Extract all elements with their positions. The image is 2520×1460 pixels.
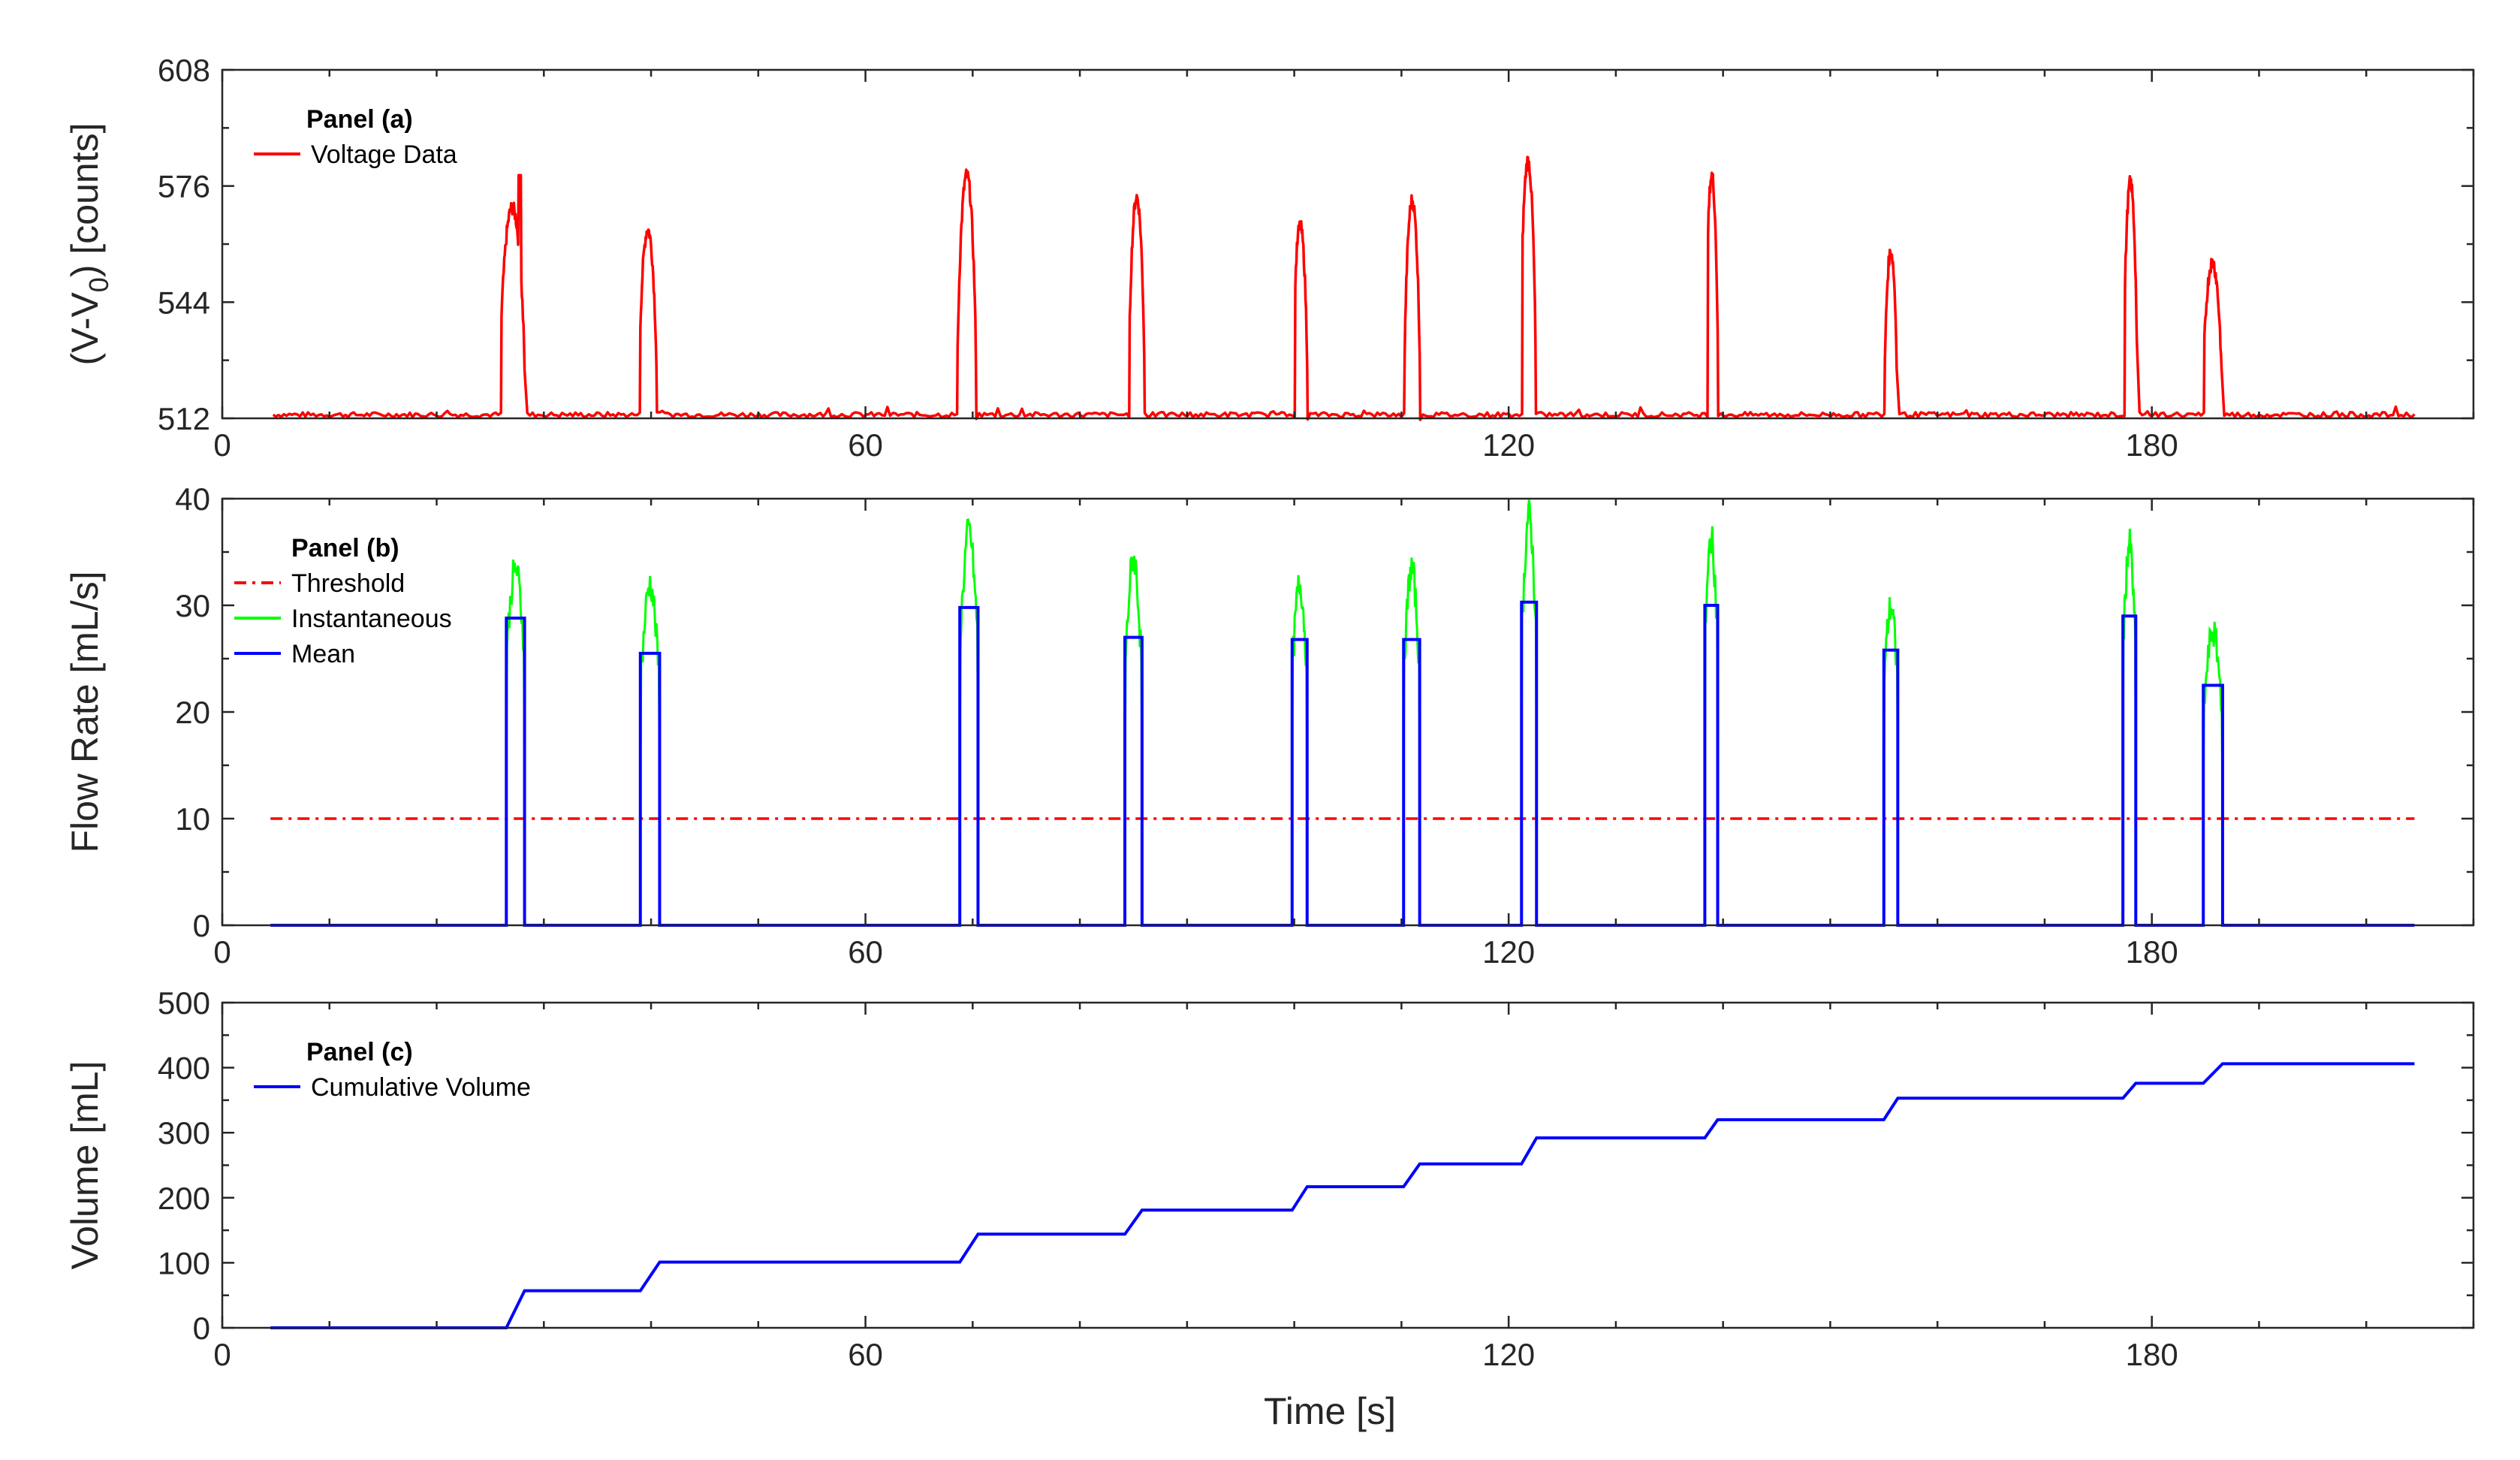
y-tick-label-a: 512 xyxy=(158,401,210,436)
x-tick-label-a: 180 xyxy=(2126,427,2178,463)
x-tick-label-b: 180 xyxy=(2126,934,2178,970)
x-tick-label-a: 0 xyxy=(213,427,231,463)
panel-c: 0 60 120 180 0 100 200 300 400 500 Volume [mL] Time… xyxy=(64,985,2475,1432)
y-tick-label-c: 100 xyxy=(158,1245,210,1281)
y-tick-label-b: 10 xyxy=(175,801,210,837)
y-axis-label-b: Flow Rate [mL/s] xyxy=(64,571,106,852)
legend-a: Panel (a) Voltage Data xyxy=(254,105,457,169)
axes-box-c xyxy=(221,1001,2475,1329)
y-axis-label-a: (V-V0) [counts] xyxy=(64,123,114,366)
legend-label: Cumulative Volume xyxy=(311,1073,531,1102)
instantaneous-flow-7 xyxy=(1520,499,1538,748)
y-tick-label-c: 0 xyxy=(193,1311,210,1346)
legend-label: Mean xyxy=(291,640,355,668)
x-tick-label-b: 120 xyxy=(1482,934,1535,970)
y-tick-label-a: 608 xyxy=(158,53,210,88)
instantaneous-flow-6 xyxy=(1402,557,1421,768)
instantaneous-flow-9 xyxy=(1882,597,1899,774)
legend-label: Voltage Data xyxy=(311,140,457,169)
cumulative-volume-line xyxy=(270,1062,2415,1329)
instantaneous-flow-10 xyxy=(2121,528,2137,756)
x-tick-label-c: 180 xyxy=(2126,1337,2178,1372)
y-tick-label-c: 200 xyxy=(158,1181,210,1216)
instantaneous-flow-4 xyxy=(1123,555,1144,768)
x-tick-label-c: 120 xyxy=(1482,1337,1535,1372)
voltage-data-line xyxy=(272,155,2416,421)
instantaneous-flow-2 xyxy=(639,575,661,776)
legend-label: Threshold xyxy=(291,569,405,598)
y-tick-label-c: 400 xyxy=(158,1051,210,1086)
legend-title: Panel (c) xyxy=(306,1038,413,1066)
instantaneous-flow-1 xyxy=(505,559,526,757)
x-tick-label-c: 0 xyxy=(213,1337,231,1372)
y-tick-label-b: 0 xyxy=(193,908,210,943)
legend-label: Instantaneous xyxy=(291,605,452,633)
legend-title: Panel (b) xyxy=(291,534,399,563)
instantaneous-flow-3 xyxy=(958,517,979,751)
y-tick-label-c: 300 xyxy=(158,1115,210,1151)
y-axis-label-suffix: ) [counts] xyxy=(64,123,106,278)
legend-c: Panel (c) Cumulative Volume xyxy=(254,1038,531,1102)
y-tick-label-a: 576 xyxy=(158,169,210,204)
legend-b: Panel (b) Threshold Instantaneous Mean xyxy=(234,534,452,668)
mean-flow-line xyxy=(270,600,2415,927)
x-tick-label-b: 0 xyxy=(213,934,231,970)
y-tick-label-a: 544 xyxy=(158,285,210,320)
x-tick-label-a: 120 xyxy=(1482,427,1535,463)
y-tick-label-c: 500 xyxy=(158,985,210,1021)
y-axis-label-main: (V-V xyxy=(64,292,106,366)
instantaneous-flow-8 xyxy=(1703,526,1719,750)
x-tick-label-a: 60 xyxy=(848,427,883,463)
instantaneous-flow-5 xyxy=(1291,575,1309,768)
x-tick-label-c: 60 xyxy=(848,1337,883,1372)
legend-title: Panel (a) xyxy=(306,105,413,134)
y-tick-label-b: 40 xyxy=(175,481,210,517)
panel-b: 0 60 120 180 0 10 20 30 40 Flow Rate [mL/s] Panel … xyxy=(64,481,2475,970)
x-tick-label-b: 60 xyxy=(848,934,883,970)
y-tick-label-b: 30 xyxy=(175,588,210,623)
x-axis-label: Time [s] xyxy=(1264,1390,1396,1432)
y-tick-label-b: 20 xyxy=(175,695,210,730)
y-axis-label-c: Volume [mL] xyxy=(64,1061,106,1270)
y-axis-label-subscript: 0 xyxy=(83,277,114,292)
instantaneous-flow-11 xyxy=(2202,621,2224,794)
